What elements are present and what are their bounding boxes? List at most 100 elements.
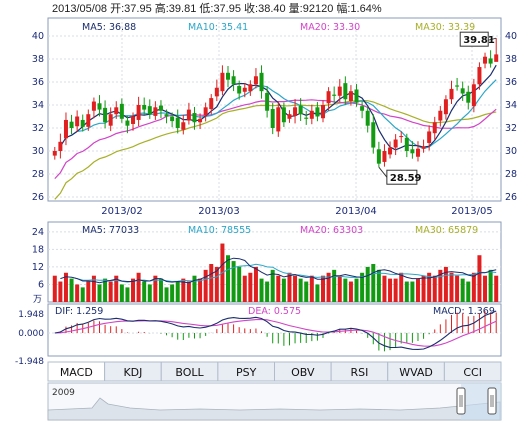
candle-body: [415, 148, 420, 157]
tab-wvad-label: WVAD: [399, 366, 433, 379]
candle-body: [209, 98, 214, 110]
range-navigator[interactable]: 2009: [47, 382, 502, 421]
tab-rsi[interactable]: RSI: [330, 361, 389, 382]
candle-body: [460, 88, 465, 94]
tab-cci[interactable]: CCI: [443, 361, 502, 382]
price-ytick-right: 30: [505, 146, 517, 157]
tab-macd[interactable]: MACD: [47, 361, 106, 382]
candle-body: [103, 107, 108, 123]
low-callout: 28.59: [378, 166, 422, 185]
volume-bar: [164, 287, 169, 302]
tab-psy[interactable]: PSY: [217, 361, 275, 382]
candle-body: [488, 58, 493, 64]
candle-body: [170, 116, 175, 122]
candle-body: [97, 103, 102, 110]
volume-bar: [209, 264, 214, 302]
candle-body: [337, 86, 342, 96]
volume-bar: [483, 275, 488, 302]
macd-ytick-zero: 0.000: [18, 329, 44, 339]
volume-bar: [309, 275, 314, 302]
volume-ytick: 12: [32, 262, 44, 273]
volume-bar: [326, 272, 331, 302]
volume-bar: [136, 272, 141, 302]
candle-body: [181, 122, 186, 130]
volume-bar: [427, 272, 432, 302]
volume-bar: [186, 281, 191, 302]
price-ma20-label: MA20: 33.30: [300, 22, 360, 33]
macd-dea-label: DEA: 0.575: [248, 306, 301, 317]
tab-kdj[interactable]: KDJ: [104, 361, 162, 382]
candle-body: [371, 122, 376, 148]
tab-boll-label: BOLL: [175, 366, 204, 379]
candle-body: [147, 106, 152, 115]
candle-body: [382, 151, 387, 162]
price-ytick-left: 32: [32, 123, 44, 134]
candle-body: [494, 54, 499, 62]
volume-bar: [410, 281, 415, 302]
price-ytick-left: 38: [32, 54, 44, 65]
candle-body: [231, 76, 236, 85]
volume-bar: [315, 284, 320, 302]
price-ytick-right: 34: [505, 100, 517, 111]
volume-bar: [103, 278, 108, 302]
candle-body: [58, 141, 63, 151]
candlesticks: [52, 38, 499, 168]
candle-body: [52, 151, 57, 156]
volume-bar: [259, 278, 264, 302]
tab-wvad[interactable]: WVAD: [387, 361, 445, 382]
candle-body: [175, 117, 180, 128]
volume-bar: [477, 255, 482, 302]
candle-body: [477, 67, 482, 85]
volume-bar: [466, 281, 471, 302]
high-callout: 39.81: [459, 31, 497, 47]
price-ytick-right: 40: [505, 31, 517, 42]
candle-body: [427, 131, 432, 143]
volume-bar: [304, 281, 309, 302]
x-tick-2013-05: 2013/05: [451, 206, 493, 217]
candle-body: [125, 120, 130, 126]
x-tick-2013-02: 2013/02: [101, 206, 143, 217]
macd-panel: [47, 303, 502, 357]
price-ytick-right: 36: [505, 77, 517, 88]
candle-body: [466, 91, 471, 103]
volume-bar: [320, 275, 325, 302]
volume-ma30-label: MA30: 65879: [415, 225, 478, 236]
volume-bar: [365, 266, 370, 302]
tab-boll[interactable]: BOLL: [160, 361, 219, 382]
volume-ytick: 18: [32, 244, 44, 255]
volume-bar: [415, 278, 420, 302]
candle-body: [404, 137, 409, 151]
volume-bar: [460, 278, 465, 302]
candle-body: [399, 136, 404, 138]
price-ytick-left: 30: [32, 146, 44, 157]
candle-body: [421, 146, 426, 149]
volume-bar: [142, 281, 147, 302]
candle-body: [248, 84, 253, 92]
candle-body: [220, 72, 225, 92]
tab-obv[interactable]: OBV: [274, 361, 332, 382]
volume-bar: [393, 278, 398, 302]
navigator-year-label: 2009: [52, 388, 75, 398]
candle-body: [80, 119, 85, 127]
candle-body: [281, 107, 286, 123]
volume-unit-label: 万: [33, 295, 42, 305]
macd-ytick-top: 1.948: [18, 310, 44, 320]
volume-bar: [337, 275, 342, 302]
volume-bar: [147, 284, 152, 302]
volume-bar: [214, 266, 219, 302]
volume-bar: [404, 281, 409, 302]
volume-bar: [192, 275, 197, 302]
navigator-right-handle[interactable]: [487, 387, 497, 415]
candle-body: [108, 114, 113, 126]
candle-body: [242, 87, 247, 92]
candle-body: [265, 92, 270, 111]
volume-bar: [276, 275, 281, 302]
navigator-left-handle[interactable]: [456, 387, 466, 415]
candle-body: [320, 105, 325, 119]
price-ma30-label: MA30: 33.39: [415, 22, 475, 33]
volume-bar: [399, 272, 404, 302]
x-tick-2013-03: 2013/03: [198, 206, 240, 217]
candle-body: [438, 110, 443, 121]
candle-body: [214, 87, 219, 97]
candle-body: [136, 105, 141, 120]
